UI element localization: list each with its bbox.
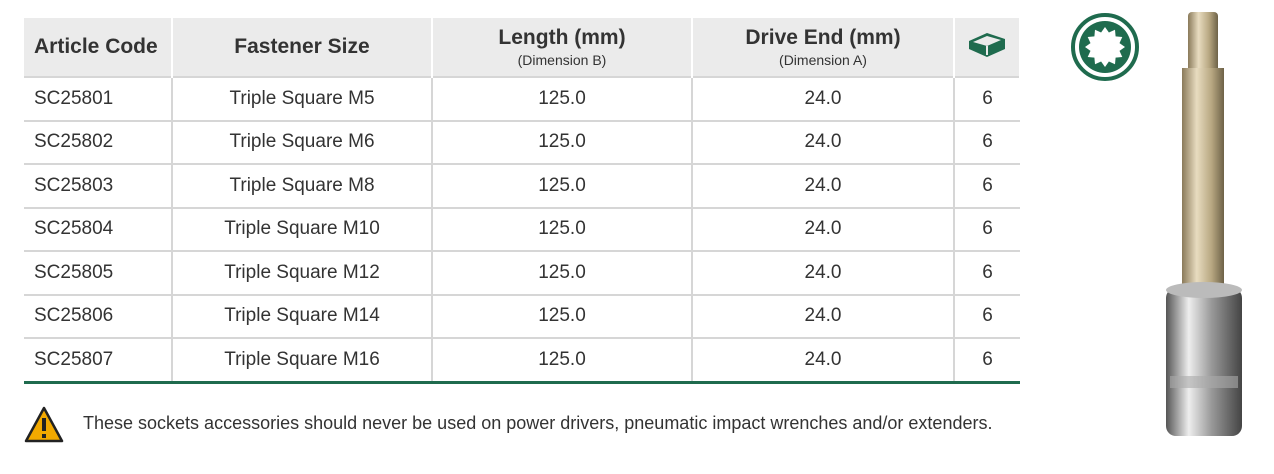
table-cell: 24.0 (692, 250, 955, 295)
table-cell: Triple Square M12 (172, 250, 433, 295)
header-subtext: (Dimension B) (517, 52, 607, 68)
box-icon (969, 33, 1005, 57)
warning-text: These sockets accessories should never b… (83, 413, 993, 433)
table-cell: 24.0 (692, 337, 955, 384)
table-cell: 125.0 (432, 119, 693, 164)
header-text: Length (mm) (498, 26, 626, 49)
table-cell: SC25807 (24, 337, 173, 384)
table-cell: Triple Square M16 (172, 337, 433, 384)
table-cell: 125.0 (432, 293, 693, 338)
table-cell: 24.0 (692, 119, 955, 164)
table-cell: 24.0 (692, 163, 955, 208)
header-cell: Fastener Size (172, 18, 433, 77)
table-row: SC25804 Triple Square M10 125.0 24.0 6 (24, 206, 1020, 251)
table-cell: Triple Square M8 (172, 163, 433, 208)
table-cell: Triple Square M5 (172, 76, 433, 121)
table-cell: SC25804 (24, 206, 173, 251)
table-row: SC25806 Triple Square M14 125.0 24.0 6 (24, 293, 1020, 338)
table-row: SC25805 Triple Square M12 125.0 24.0 6 (24, 250, 1020, 295)
table-cell: Triple Square M10 (172, 206, 433, 251)
table-row: SC25807 Triple Square M16 125.0 24.0 6 (24, 337, 1020, 384)
table-cell: 6 (954, 337, 1020, 384)
table-cell: SC25801 (24, 76, 173, 121)
table-cell: 6 (954, 206, 1020, 251)
table-row: SC25801 Triple Square M5 125.0 24.0 6 (24, 76, 1020, 121)
table-cell: 125.0 (432, 206, 693, 251)
table-cell: 125.0 (432, 76, 693, 121)
table-cell: 125.0 (432, 163, 693, 208)
warning-icon (24, 406, 64, 443)
table-cell: 24.0 (692, 293, 955, 338)
table-cell: Triple Square M14 (172, 293, 433, 338)
product-table: Article Code Fastener Size Length (mm) (D… (24, 18, 1021, 384)
header-cell: Article Code (24, 18, 173, 77)
table-cell: 6 (954, 163, 1020, 208)
table-cell: Triple Square M6 (172, 119, 433, 164)
header-text: Drive End (mm) (745, 26, 901, 49)
table-cell: SC25806 (24, 293, 173, 338)
header-subtext: (Dimension A) (779, 52, 867, 68)
table-cell: 6 (954, 119, 1020, 164)
header-cell: Drive End (mm) (Dimension A) (692, 18, 955, 77)
table-row: SC25803 Triple Square M8 125.0 24.0 6 (24, 163, 1020, 208)
table-cell: SC25803 (24, 163, 173, 208)
table-cell: 24.0 (692, 76, 955, 121)
header-cell (954, 18, 1021, 77)
socket-image (1166, 12, 1242, 436)
table-cell: 125.0 (432, 250, 693, 295)
table-cell: 6 (954, 76, 1020, 121)
table-cell: SC25805 (24, 250, 173, 295)
table-cell: 6 (954, 293, 1020, 338)
header-cell: Length (mm) (Dimension B) (432, 18, 693, 77)
table-cell: 24.0 (692, 206, 955, 251)
table-cell: 6 (954, 250, 1020, 295)
triple-square-icon (1071, 13, 1139, 81)
table-cell: SC25802 (24, 119, 173, 164)
table-cell: 125.0 (432, 337, 693, 384)
header-row: Article Code Fastener Size Length (mm) (D… (24, 18, 1021, 77)
table-row: SC25802 Triple Square M6 125.0 24.0 6 (24, 119, 1020, 164)
